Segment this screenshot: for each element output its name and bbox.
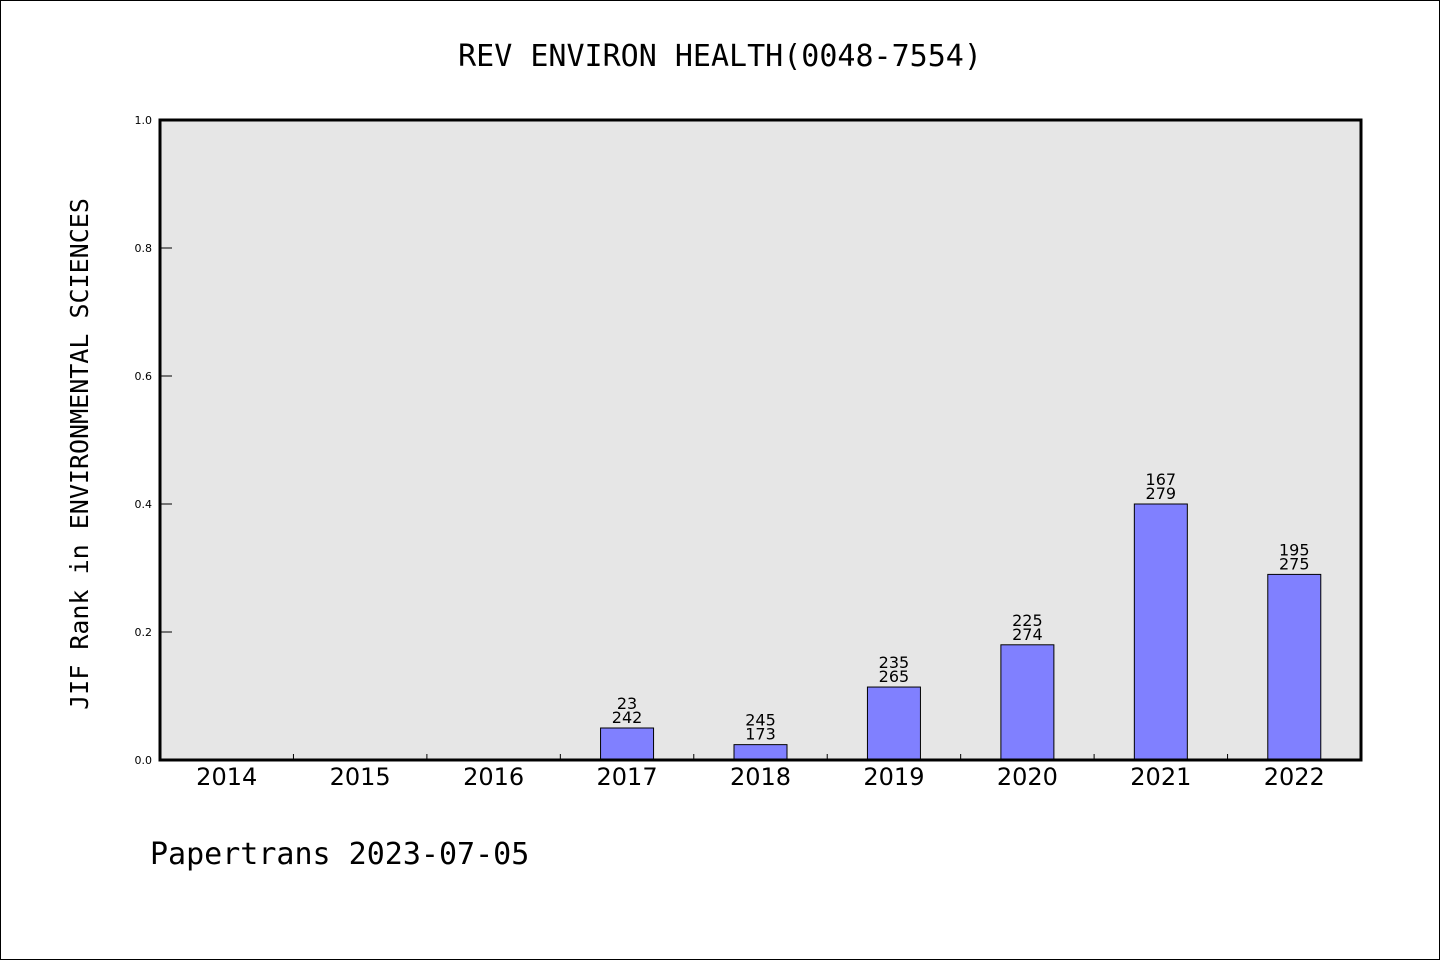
x-tick-label: 2015 xyxy=(330,763,391,791)
y-tick-label: 0.6 xyxy=(135,370,153,383)
x-tick-label: 2022 xyxy=(1264,763,1325,791)
bar-2019 xyxy=(866,686,921,761)
x-tick-label: 2017 xyxy=(597,763,658,791)
bar-2018 xyxy=(733,744,788,761)
plot-border xyxy=(158,118,1363,762)
chart-title: REV ENVIRON HEALTH(0048-7554) xyxy=(458,39,982,74)
x-ticks-group: 2014 2015 2016 2017 2018 2019 2020 2021 2022 xyxy=(196,754,1325,791)
y-ticks-group: 0.0 0.2 0.4 0.6 0.8 1.0 xyxy=(135,114,172,767)
bar-2017 xyxy=(600,727,655,761)
x-tick-label: 2019 xyxy=(863,763,924,791)
rank-label: 167 xyxy=(1146,470,1177,489)
y-tick-label: 0.4 xyxy=(135,498,153,511)
bars-group xyxy=(600,503,1322,761)
x-tick-label: 2016 xyxy=(463,763,524,791)
total-label: 279 xyxy=(1146,484,1177,503)
rank-label: 225 xyxy=(1012,611,1043,630)
total-label: 173 xyxy=(745,725,776,744)
y-tick-label: 0.8 xyxy=(135,242,153,255)
bar-2021 xyxy=(1133,503,1188,761)
bar-2020 xyxy=(1000,644,1055,761)
x-tick-label: 2018 xyxy=(730,763,791,791)
x-tick-label: 2020 xyxy=(997,763,1058,791)
rank-label: 235 xyxy=(879,653,910,672)
footer-text: Papertrans 2023-07-05 xyxy=(150,837,529,872)
rank-label: 245 xyxy=(745,711,776,730)
total-label: 274 xyxy=(1012,625,1043,644)
total-label: 275 xyxy=(1279,554,1310,573)
y-axis-label: JIF Rank in ENVIRONMENTAL SCIENCES xyxy=(65,198,94,710)
total-label: 265 xyxy=(879,667,910,686)
x-tick-label: 2021 xyxy=(1130,763,1191,791)
y-tick-label: 1.0 xyxy=(135,114,153,127)
total-label: 242 xyxy=(612,708,643,727)
x-tick-label: 2014 xyxy=(196,763,257,791)
bar-2022 xyxy=(1267,573,1322,761)
rank-label: 23 xyxy=(617,694,637,713)
y-tick-label: 0.0 xyxy=(135,754,153,767)
rank-label: 195 xyxy=(1279,540,1310,559)
y-tick-label: 0.2 xyxy=(135,626,153,639)
